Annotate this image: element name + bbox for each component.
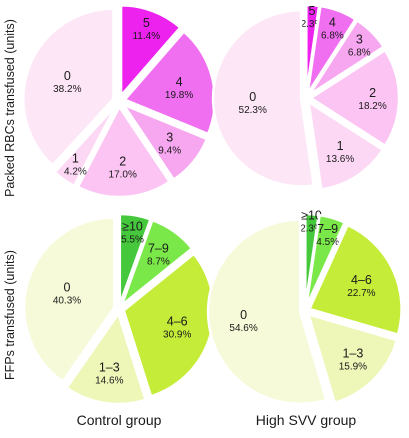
pie-4: ≥102.3%7–94.5% 4–622.7% 1–315.9% 054.6%: [206, 209, 403, 405]
pie-2: 52.3% 46.8% 36.8%218.2%113.6%052.3%: [211, 3, 401, 191]
row-label-rbc: Packed RBCs transfused (units): [3, 19, 17, 197]
pie-3-slice-3-label: 4–6: [167, 315, 188, 329]
pie-2-slice-1-label: 5: [309, 4, 316, 18]
pie-1-slice-6-label: 0: [64, 69, 71, 83]
pie-4-slice-3-label: 4–6: [351, 273, 372, 287]
row-label-ffp: FFPs transfused (units): [3, 250, 17, 380]
pie-1-slice-5-label: 1: [72, 152, 79, 166]
column-label-control: Control group: [77, 412, 162, 428]
pie-3-slice-1-percent: 5.5%: [121, 234, 144, 245]
pie-3-slice-5-percent: 40.3%: [53, 296, 81, 307]
pie-1-slice-5-percent: 4.2%: [64, 167, 87, 178]
pie-1-slice-3-percent: 9.4%: [158, 145, 181, 156]
pie-4-slice-2-percent: 4.5%: [316, 237, 339, 248]
pie-2-slice-2-label: 4: [329, 15, 336, 29]
pie-4-slice-4-percent: 15.9%: [339, 362, 367, 373]
pie-1-slice-4: [76, 105, 171, 199]
pie-2-slice-6-label: 0: [249, 90, 256, 104]
pie-1-slice-4-percent: 17.0%: [109, 169, 137, 180]
pies-layer: 511.4%419.8%39.4%217.0%14.2%038.2%52.3% 4…: [22, 3, 403, 406]
pie-2-slice-4-label: 2: [369, 86, 376, 100]
pie-3-slice-3-percent: 30.9%: [163, 330, 191, 341]
pie-2-slice-2-percent: 6.8%: [321, 30, 344, 41]
pie-2-slice-2: [306, 5, 357, 95]
pie-3-slice-1-label: ≥10: [122, 219, 143, 233]
pie-4-slice-4-label: 1–3: [342, 347, 363, 361]
pie-4-slice-2-label: 7–9: [317, 222, 338, 236]
pie-1-slice-2-percent: 19.8%: [165, 90, 193, 101]
pie-2-slice-3-percent: 6.8%: [348, 48, 371, 59]
pie-2-slice-4: [309, 49, 401, 147]
pie-3-slice-1: [118, 212, 152, 306]
pie-3-slice-4-percent: 14.6%: [95, 376, 123, 387]
pie-2-slice-6: [211, 9, 315, 188]
pie-2-slice-5-label: 1: [337, 139, 344, 153]
pie-2-slice-1: [305, 3, 321, 95]
pie-2-slice-4-percent: 18.2%: [358, 101, 386, 112]
pie-4-slice-2: [305, 213, 346, 308]
pie-4-slice-5: [206, 218, 328, 405]
pie-1-slice-5: [53, 104, 117, 188]
pie-4-slice-5-percent: 54.6%: [229, 323, 257, 334]
pie-3-slice-5-label: 0: [64, 281, 71, 295]
pie-3-slice-5: [23, 216, 116, 383]
pie-3-slice-4-label: 1–3: [99, 361, 120, 375]
pie-3-slice-2: [120, 219, 194, 307]
column-label-high-svv: High SVV group: [256, 412, 357, 428]
pie-4-slice-1-percent: 2.3%: [300, 224, 323, 235]
pie-1-slice-1: [119, 4, 182, 97]
pie-1-slice-3-label: 3: [166, 130, 173, 144]
pie-2-slice-3: [308, 19, 385, 96]
pie-1-slice-2-label: 4: [176, 75, 183, 89]
pie-1-slice-1-label: 5: [143, 16, 150, 30]
pie-1-slice-1-percent: 11.4%: [132, 31, 160, 42]
pie-3-slice-2-percent: 8.7%: [147, 257, 170, 268]
pie-1-slice-3: [122, 103, 209, 181]
pie-4-slice-3: [308, 223, 403, 336]
pie-3-slice-4: [65, 312, 147, 406]
pie-3-slice-3: [122, 252, 215, 398]
pie-1-slice-6: [22, 7, 115, 167]
pie-1-slice-6-percent: 38.2%: [53, 84, 81, 95]
pie-4-slice-4: [307, 313, 399, 404]
pie-1: 511.4% 419.8% 39.4% 217.0% 14.2% 038.2%: [22, 4, 217, 199]
pie-1-slice-2: [123, 30, 217, 135]
pie-2-slice-5: [307, 101, 384, 191]
pie-3: ≥105.5% 7–98.7% 4–630.9% 1–314.6% 040.3%: [23, 212, 215, 406]
pie-2-slice-1-percent: 2.3%: [301, 19, 324, 30]
pie-3-slice-2-label: 7–9: [148, 242, 169, 256]
pie-4-slice-3-percent: 22.7%: [347, 288, 375, 299]
pie-2-slice-3-label: 3: [356, 33, 363, 47]
pie-4-slice-1-label: ≥10: [301, 209, 322, 223]
pie-4-slice-5-label: 0: [240, 308, 247, 322]
pie-2-slice-6-percent: 52.3%: [239, 105, 267, 116]
pie-1-slice-4-label: 2: [119, 154, 126, 168]
pie-2-slice-5-percent: 13.6%: [326, 154, 354, 165]
